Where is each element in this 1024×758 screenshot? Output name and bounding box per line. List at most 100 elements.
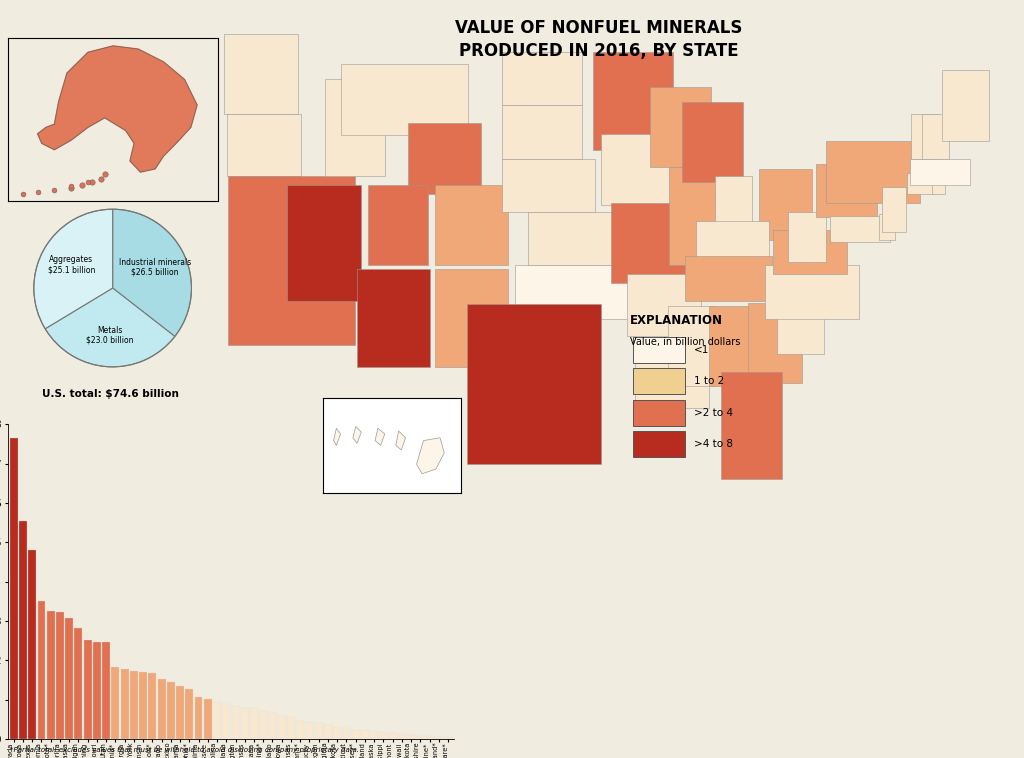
Bar xyxy=(268,713,276,739)
Bar xyxy=(715,177,752,251)
Bar xyxy=(910,158,971,185)
Text: Metals
$23.0 billion: Metals $23.0 billion xyxy=(86,325,133,345)
Bar xyxy=(628,274,701,337)
Bar xyxy=(911,114,938,158)
Text: >4 to 8: >4 to 8 xyxy=(694,439,733,449)
Bar xyxy=(47,611,54,739)
Polygon shape xyxy=(353,426,361,443)
Bar xyxy=(668,306,715,387)
Bar xyxy=(371,731,378,739)
Bar xyxy=(185,689,194,739)
Bar xyxy=(408,123,481,194)
Bar xyxy=(434,269,508,367)
Bar xyxy=(356,269,430,367)
Bar xyxy=(224,34,298,114)
Bar xyxy=(259,711,267,739)
Bar xyxy=(398,735,406,739)
Bar xyxy=(515,265,629,318)
Bar xyxy=(325,79,385,177)
Bar xyxy=(176,686,184,739)
Bar xyxy=(250,709,258,739)
Bar xyxy=(611,203,685,283)
Bar xyxy=(148,673,157,739)
Polygon shape xyxy=(375,428,385,446)
Polygon shape xyxy=(334,428,341,446)
Bar xyxy=(788,212,825,262)
Text: >2 to 4: >2 to 4 xyxy=(694,408,733,418)
Bar xyxy=(38,600,45,739)
Bar xyxy=(882,187,906,231)
Point xyxy=(74,179,90,191)
Bar xyxy=(650,87,711,168)
Bar xyxy=(278,716,286,739)
Bar xyxy=(56,612,63,739)
Bar xyxy=(361,731,369,739)
Text: <1: <1 xyxy=(694,345,710,355)
Bar xyxy=(816,164,877,218)
Bar xyxy=(695,221,769,274)
Bar xyxy=(75,628,82,739)
Bar xyxy=(195,697,203,739)
Bar xyxy=(296,721,304,739)
Bar xyxy=(502,52,582,105)
Text: VALUE OF NONFUEL MINERALS: VALUE OF NONFUEL MINERALS xyxy=(456,19,742,37)
Bar xyxy=(759,169,812,240)
Text: Value, in billion dollars: Value, in billion dollars xyxy=(630,337,740,347)
Polygon shape xyxy=(396,431,406,450)
Bar xyxy=(10,438,17,739)
Text: PRODUCED IN 2016, BY STATE: PRODUCED IN 2016, BY STATE xyxy=(459,42,739,60)
Bar xyxy=(942,70,989,141)
Bar xyxy=(228,177,355,346)
Bar xyxy=(66,619,73,739)
Bar xyxy=(130,671,138,739)
Wedge shape xyxy=(45,288,175,367)
Bar xyxy=(682,102,742,182)
Bar xyxy=(685,256,772,301)
FancyBboxPatch shape xyxy=(633,337,685,363)
Bar xyxy=(341,64,468,136)
Bar xyxy=(765,265,859,318)
Point xyxy=(46,183,62,196)
Bar xyxy=(314,723,323,739)
Bar xyxy=(29,550,36,739)
Bar xyxy=(121,669,129,739)
Bar xyxy=(305,722,313,739)
Bar xyxy=(528,212,623,265)
Bar xyxy=(222,704,230,739)
Bar xyxy=(324,725,332,739)
Text: Industrial minerals
$26.5 billion: Industrial minerals $26.5 billion xyxy=(119,258,191,277)
Bar xyxy=(669,168,723,265)
Polygon shape xyxy=(417,438,444,474)
Bar xyxy=(435,737,442,739)
Point xyxy=(84,176,100,188)
Text: 1 to 2: 1 to 2 xyxy=(694,377,724,387)
Bar xyxy=(93,642,100,739)
Bar xyxy=(158,679,166,739)
Bar xyxy=(502,158,595,212)
Bar xyxy=(829,215,890,243)
Bar xyxy=(417,735,424,739)
Bar xyxy=(907,173,934,194)
Bar xyxy=(167,681,175,739)
Text: U.S. total: $74.6 billion: U.S. total: $74.6 billion xyxy=(42,389,179,399)
Bar xyxy=(880,214,895,240)
Bar xyxy=(227,114,301,177)
Text: EXPLANATION: EXPLANATION xyxy=(630,315,723,327)
Bar xyxy=(636,346,710,408)
Bar xyxy=(368,185,428,265)
Bar xyxy=(213,702,221,739)
Bar xyxy=(333,727,341,739)
FancyBboxPatch shape xyxy=(633,399,685,426)
Point xyxy=(62,182,79,194)
Wedge shape xyxy=(34,209,113,329)
Bar xyxy=(241,708,249,739)
Bar xyxy=(84,640,91,739)
Bar xyxy=(231,706,240,739)
Point xyxy=(92,172,109,184)
Text: *Partial total; excludes values that must be withheld to avoid disclosing compan: *Partial total; excludes values that mus… xyxy=(10,747,359,753)
Wedge shape xyxy=(113,209,191,337)
Bar xyxy=(352,730,359,739)
Bar xyxy=(825,141,920,203)
Bar xyxy=(389,733,396,739)
Bar xyxy=(773,230,847,274)
